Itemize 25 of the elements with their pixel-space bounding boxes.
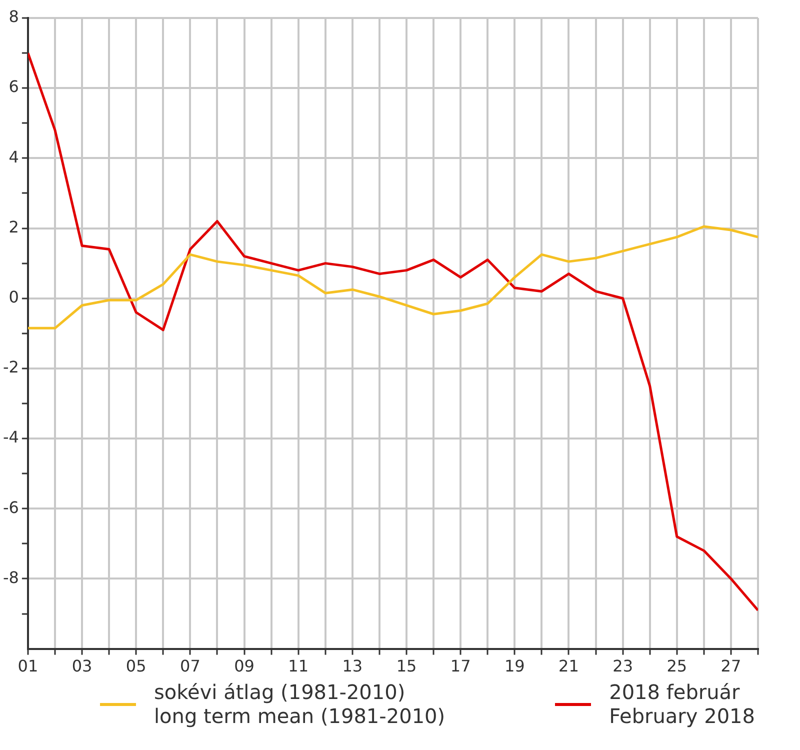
y-tick-label: -2 <box>3 358 19 377</box>
y-tick-label: 0 <box>8 288 19 307</box>
y-tick-label: 8 <box>8 7 19 26</box>
legend-label: 2018 február February 2018 <box>609 680 755 728</box>
x-tick-label: 17 <box>450 656 471 676</box>
x-tick-label: 13 <box>342 656 363 676</box>
legend-label: sokévi átlag (1981-2010) long term mean (1981-2010) <box>154 680 446 728</box>
x-tick-label: 05 <box>126 656 146 676</box>
y-tick-label: 2 <box>8 217 19 236</box>
y-tick-label: -8 <box>3 568 19 587</box>
y-tick-label: -4 <box>3 428 19 447</box>
x-tick-label: 27 <box>720 656 742 676</box>
y-tick-label: 6 <box>8 77 19 96</box>
x-tick-label: 15 <box>396 656 417 676</box>
x-tick-label: 09 <box>234 656 254 676</box>
x-tick-label: 19 <box>504 656 525 676</box>
x-tick-label: 03 <box>72 656 92 676</box>
x-tick-label: 21 <box>558 656 579 676</box>
x-tick-label: 11 <box>288 656 309 676</box>
x-tick-label: 01 <box>18 656 38 676</box>
y-tick-label: 4 <box>8 147 19 166</box>
x-tick-label: 07 <box>180 656 200 676</box>
x-tick-label: 23 <box>612 656 633 676</box>
x-tick-label: 25 <box>666 656 688 676</box>
y-tick-label: -6 <box>3 498 19 517</box>
